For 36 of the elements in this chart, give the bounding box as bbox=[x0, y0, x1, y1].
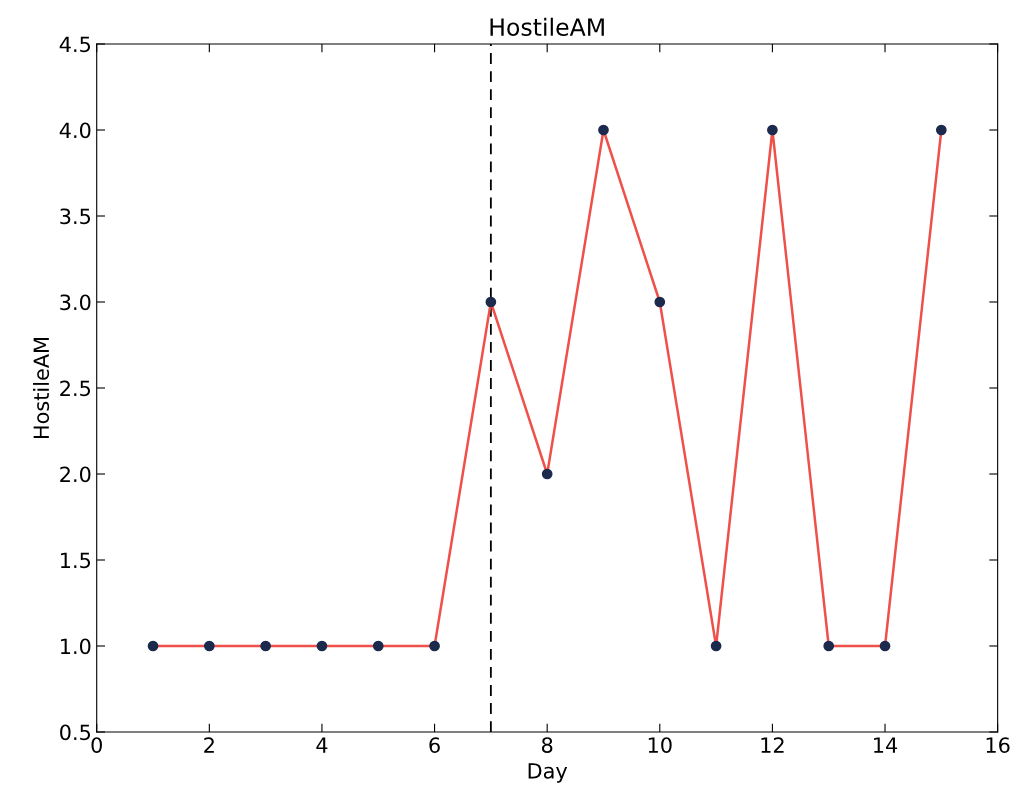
point bbox=[767, 124, 778, 136]
point bbox=[541, 468, 553, 480]
x-axis-title: Day bbox=[528, 763, 568, 783]
x-tick-label: 4 bbox=[316, 737, 328, 753]
y-tick-label: 4.5 bbox=[59, 36, 91, 53]
x-tick-label: 10 bbox=[648, 737, 672, 753]
point bbox=[485, 296, 497, 308]
y-tick-label: 3.5 bbox=[60, 208, 91, 225]
y-axis-title: HostileAM bbox=[33, 338, 50, 438]
x-tick-label: 6 bbox=[429, 737, 440, 753]
point bbox=[598, 124, 609, 136]
point bbox=[147, 640, 159, 652]
x-tick-label: 8 bbox=[541, 737, 553, 753]
point bbox=[429, 640, 440, 652]
y-tick-label: 1.5 bbox=[61, 552, 91, 569]
y-tick-label: 3.0 bbox=[60, 294, 91, 311]
y-tick-label: 0.5 bbox=[60, 724, 91, 741]
point bbox=[203, 640, 215, 652]
point bbox=[654, 296, 666, 308]
x-tick-label: 16 bbox=[986, 737, 1010, 753]
x-tick-label: 0 bbox=[91, 737, 102, 753]
point bbox=[316, 640, 328, 652]
x-tick-label: 2 bbox=[204, 737, 214, 753]
x-tick-label: 14 bbox=[874, 737, 898, 753]
point bbox=[823, 640, 835, 652]
point bbox=[260, 640, 271, 652]
y-tick-label: 2.5 bbox=[60, 380, 91, 397]
x-tick-label: 12 bbox=[761, 737, 784, 753]
y-tick-label: 4.0 bbox=[59, 122, 91, 139]
y-tick-label: 1.0 bbox=[61, 638, 91, 655]
point bbox=[935, 124, 947, 136]
y-tick-label: 2.0 bbox=[60, 466, 91, 483]
point bbox=[879, 640, 891, 652]
point bbox=[372, 640, 384, 652]
point bbox=[710, 640, 722, 652]
chart-title: HostileAM bbox=[490, 17, 604, 36]
